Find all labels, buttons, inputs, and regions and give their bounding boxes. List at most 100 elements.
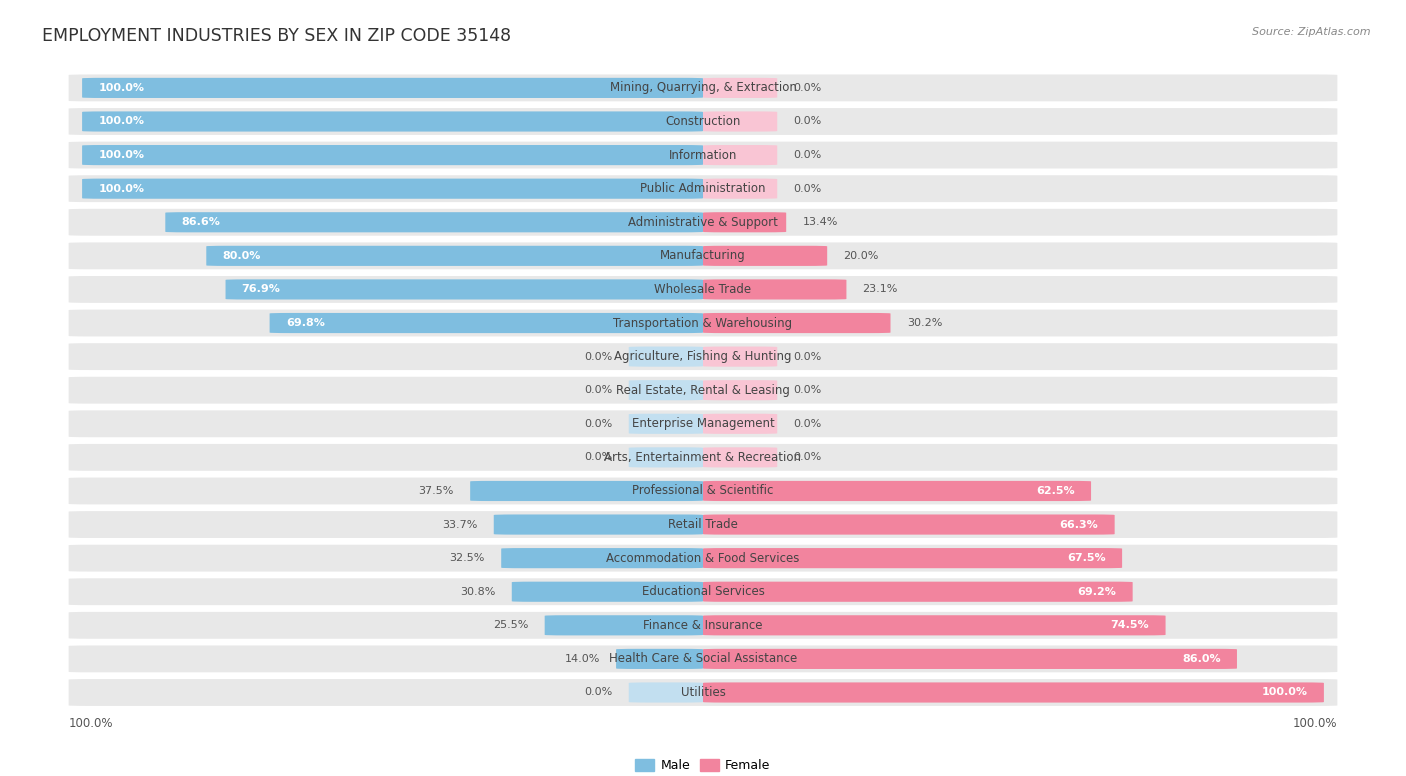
Text: 14.0%: 14.0% bbox=[564, 654, 600, 664]
Text: 0.0%: 0.0% bbox=[793, 352, 821, 362]
Text: 0.0%: 0.0% bbox=[793, 385, 821, 395]
FancyBboxPatch shape bbox=[703, 112, 778, 132]
Text: Transportation & Warehousing: Transportation & Warehousing bbox=[613, 317, 793, 330]
FancyBboxPatch shape bbox=[703, 347, 778, 367]
Text: 32.5%: 32.5% bbox=[450, 553, 485, 563]
FancyBboxPatch shape bbox=[703, 615, 1166, 636]
Text: 23.1%: 23.1% bbox=[863, 285, 898, 294]
FancyBboxPatch shape bbox=[544, 615, 703, 636]
FancyBboxPatch shape bbox=[69, 343, 1337, 370]
Text: 0.0%: 0.0% bbox=[585, 688, 613, 698]
Text: 0.0%: 0.0% bbox=[793, 83, 821, 93]
Text: 76.9%: 76.9% bbox=[242, 285, 281, 294]
FancyBboxPatch shape bbox=[501, 548, 703, 568]
Text: 66.3%: 66.3% bbox=[1060, 520, 1098, 529]
Text: 100.0%: 100.0% bbox=[98, 150, 145, 160]
Text: Professional & Scientific: Professional & Scientific bbox=[633, 484, 773, 497]
FancyBboxPatch shape bbox=[703, 548, 1122, 568]
Text: Educational Services: Educational Services bbox=[641, 585, 765, 598]
Text: 20.0%: 20.0% bbox=[844, 251, 879, 261]
FancyBboxPatch shape bbox=[69, 276, 1337, 303]
Text: Public Administration: Public Administration bbox=[640, 182, 766, 196]
FancyBboxPatch shape bbox=[69, 209, 1337, 236]
FancyBboxPatch shape bbox=[69, 310, 1337, 337]
Text: 0.0%: 0.0% bbox=[585, 385, 613, 395]
FancyBboxPatch shape bbox=[703, 481, 1091, 501]
Text: EMPLOYMENT INDUSTRIES BY SEX IN ZIP CODE 35148: EMPLOYMENT INDUSTRIES BY SEX IN ZIP CODE… bbox=[42, 27, 512, 45]
FancyBboxPatch shape bbox=[703, 279, 846, 300]
FancyBboxPatch shape bbox=[69, 545, 1337, 572]
Legend: Male, Female: Male, Female bbox=[630, 754, 776, 776]
Text: 0.0%: 0.0% bbox=[793, 452, 821, 462]
Text: 0.0%: 0.0% bbox=[793, 184, 821, 194]
FancyBboxPatch shape bbox=[166, 212, 703, 232]
FancyBboxPatch shape bbox=[703, 582, 1133, 602]
Text: 62.5%: 62.5% bbox=[1036, 486, 1074, 496]
Text: Utilities: Utilities bbox=[681, 686, 725, 699]
FancyBboxPatch shape bbox=[82, 112, 703, 132]
FancyBboxPatch shape bbox=[703, 246, 827, 266]
Text: Information: Information bbox=[669, 148, 737, 161]
Text: 100.0%: 100.0% bbox=[98, 83, 145, 93]
Text: Enterprise Management: Enterprise Management bbox=[631, 417, 775, 430]
Text: Accommodation & Food Services: Accommodation & Food Services bbox=[606, 552, 800, 565]
FancyBboxPatch shape bbox=[616, 649, 703, 669]
FancyBboxPatch shape bbox=[703, 178, 778, 199]
FancyBboxPatch shape bbox=[703, 514, 1115, 535]
FancyBboxPatch shape bbox=[69, 612, 1337, 639]
Text: 0.0%: 0.0% bbox=[793, 116, 821, 126]
FancyBboxPatch shape bbox=[69, 377, 1337, 404]
FancyBboxPatch shape bbox=[82, 145, 703, 165]
Text: 80.0%: 80.0% bbox=[222, 251, 262, 261]
FancyBboxPatch shape bbox=[628, 380, 703, 400]
Text: 0.0%: 0.0% bbox=[585, 419, 613, 429]
FancyBboxPatch shape bbox=[207, 246, 703, 266]
FancyBboxPatch shape bbox=[703, 78, 778, 98]
Text: 67.5%: 67.5% bbox=[1067, 553, 1107, 563]
FancyBboxPatch shape bbox=[69, 679, 1337, 706]
FancyBboxPatch shape bbox=[703, 145, 778, 165]
Text: 100.0%: 100.0% bbox=[1294, 717, 1337, 730]
FancyBboxPatch shape bbox=[494, 514, 703, 535]
Text: 69.2%: 69.2% bbox=[1077, 587, 1116, 597]
Text: Construction: Construction bbox=[665, 115, 741, 128]
FancyBboxPatch shape bbox=[69, 578, 1337, 605]
Text: 69.8%: 69.8% bbox=[285, 318, 325, 328]
Text: 37.5%: 37.5% bbox=[419, 486, 454, 496]
FancyBboxPatch shape bbox=[225, 279, 703, 300]
FancyBboxPatch shape bbox=[703, 682, 1324, 702]
FancyBboxPatch shape bbox=[470, 481, 703, 501]
Text: Arts, Entertainment & Recreation: Arts, Entertainment & Recreation bbox=[605, 451, 801, 464]
FancyBboxPatch shape bbox=[82, 178, 703, 199]
FancyBboxPatch shape bbox=[628, 347, 703, 367]
FancyBboxPatch shape bbox=[69, 142, 1337, 168]
Text: 100.0%: 100.0% bbox=[69, 717, 112, 730]
FancyBboxPatch shape bbox=[69, 411, 1337, 437]
Text: 86.6%: 86.6% bbox=[181, 217, 221, 227]
FancyBboxPatch shape bbox=[703, 212, 786, 232]
Text: Finance & Insurance: Finance & Insurance bbox=[644, 618, 762, 632]
FancyBboxPatch shape bbox=[703, 649, 1237, 669]
Text: Health Care & Social Assistance: Health Care & Social Assistance bbox=[609, 653, 797, 665]
FancyBboxPatch shape bbox=[628, 447, 703, 467]
FancyBboxPatch shape bbox=[703, 414, 778, 434]
FancyBboxPatch shape bbox=[703, 447, 778, 467]
FancyBboxPatch shape bbox=[703, 313, 890, 333]
Text: Manufacturing: Manufacturing bbox=[661, 249, 745, 262]
Text: 33.7%: 33.7% bbox=[443, 520, 478, 529]
Text: 100.0%: 100.0% bbox=[1261, 688, 1308, 698]
Text: Real Estate, Rental & Leasing: Real Estate, Rental & Leasing bbox=[616, 383, 790, 397]
FancyBboxPatch shape bbox=[69, 511, 1337, 538]
Text: 74.5%: 74.5% bbox=[1111, 620, 1149, 630]
Text: 100.0%: 100.0% bbox=[98, 184, 145, 194]
Text: 0.0%: 0.0% bbox=[585, 352, 613, 362]
Text: 100.0%: 100.0% bbox=[98, 116, 145, 126]
FancyBboxPatch shape bbox=[628, 414, 703, 434]
FancyBboxPatch shape bbox=[703, 380, 778, 400]
FancyBboxPatch shape bbox=[69, 74, 1337, 102]
Text: 0.0%: 0.0% bbox=[793, 150, 821, 160]
Text: Administrative & Support: Administrative & Support bbox=[628, 216, 778, 229]
Text: Wholesale Trade: Wholesale Trade bbox=[654, 283, 752, 296]
Text: 0.0%: 0.0% bbox=[793, 419, 821, 429]
Text: 0.0%: 0.0% bbox=[585, 452, 613, 462]
